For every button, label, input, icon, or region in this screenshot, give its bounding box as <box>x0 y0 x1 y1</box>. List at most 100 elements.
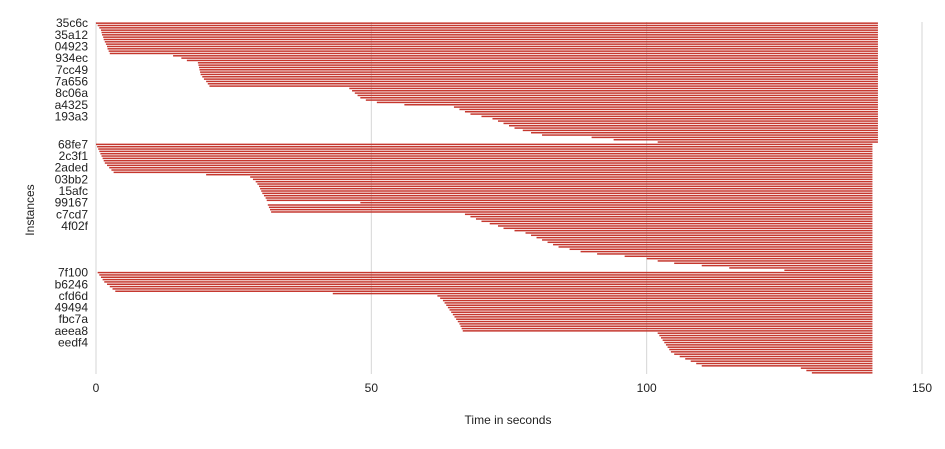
bar <box>198 64 878 66</box>
bar <box>657 260 873 262</box>
y-tick-label: 99167 <box>55 196 89 210</box>
bar <box>99 150 873 153</box>
bar <box>207 83 878 85</box>
bar <box>646 257 873 260</box>
bar <box>459 108 878 111</box>
y-tick-label: c7cd7 <box>56 207 88 221</box>
bar <box>100 29 878 31</box>
bar <box>111 169 873 171</box>
y-tick-label: 35a12 <box>55 28 89 42</box>
bar <box>96 22 878 24</box>
y-tick-label: 4f02f <box>61 219 88 233</box>
bar <box>332 292 873 295</box>
bar <box>360 97 878 99</box>
bar <box>97 145 873 148</box>
bar <box>197 62 878 64</box>
bar <box>464 213 873 216</box>
bars <box>96 22 878 374</box>
bar <box>674 353 873 355</box>
bar <box>525 232 873 234</box>
bar <box>113 171 873 174</box>
bar <box>701 264 873 267</box>
bar <box>260 187 873 190</box>
y-tick-label: a4325 <box>55 98 89 112</box>
y-tick-label: 04923 <box>55 39 89 53</box>
bar <box>674 262 873 265</box>
y-tick-label: b6246 <box>55 277 89 291</box>
bar <box>503 122 878 125</box>
y-tick-label: 49494 <box>55 301 89 315</box>
bar <box>103 36 878 38</box>
bar <box>514 127 878 129</box>
bar <box>98 148 873 150</box>
bar <box>553 243 873 246</box>
bar <box>662 339 873 341</box>
y-tick-label: 7cc49 <box>56 63 88 77</box>
y-tick-label: 7a656 <box>55 74 89 88</box>
bar <box>262 192 873 195</box>
bar <box>664 341 873 344</box>
bar <box>105 43 878 45</box>
bar <box>206 80 878 83</box>
bar <box>104 162 873 164</box>
bar <box>96 143 873 146</box>
bar <box>497 225 873 227</box>
bar <box>100 276 873 279</box>
bar <box>679 355 873 358</box>
x-tick-label: 150 <box>912 381 932 395</box>
bar <box>503 227 873 230</box>
bar <box>459 323 873 325</box>
bar <box>536 236 873 239</box>
bar <box>461 327 873 330</box>
bar <box>481 220 873 223</box>
y-tick-label: 7f100 <box>58 266 88 280</box>
bar <box>202 76 878 78</box>
bar <box>442 299 873 302</box>
bar <box>547 241 873 244</box>
bar <box>102 34 878 36</box>
bar <box>670 351 873 353</box>
bar <box>667 346 873 348</box>
bar <box>665 344 873 346</box>
bar <box>206 173 873 176</box>
x-tick-label: 100 <box>637 381 657 395</box>
bar <box>597 253 873 255</box>
bar <box>558 246 873 248</box>
bar <box>108 50 878 52</box>
bar <box>492 117 878 120</box>
bar <box>542 239 873 241</box>
bar <box>376 101 878 104</box>
bar <box>102 278 873 281</box>
bar <box>542 134 878 136</box>
y-tick-label: 03bb2 <box>55 172 89 186</box>
bar <box>624 255 873 258</box>
bar <box>437 295 873 297</box>
bar <box>270 208 873 211</box>
bar <box>352 90 878 92</box>
y-tick-label: 8c06a <box>55 86 88 100</box>
bar <box>107 45 878 48</box>
bar <box>452 313 873 316</box>
bar <box>696 362 873 365</box>
bar <box>101 31 878 34</box>
bar <box>203 78 878 80</box>
x-tick-labels: 0 50 100 150 <box>93 381 933 395</box>
bar <box>613 138 878 141</box>
bar <box>449 309 873 311</box>
bar <box>475 218 873 220</box>
bar <box>531 234 873 237</box>
bar <box>481 115 878 118</box>
bar <box>97 271 873 274</box>
bar <box>497 120 878 122</box>
y-tick-label: fbc7a <box>59 312 89 326</box>
bar <box>729 267 873 269</box>
bar <box>453 106 878 108</box>
bar <box>800 367 873 369</box>
bar <box>470 113 878 115</box>
bar <box>659 334 873 337</box>
y-tick-label: 2c3f1 <box>59 149 89 163</box>
bar <box>250 176 873 178</box>
bar <box>107 48 878 50</box>
bar <box>267 204 873 206</box>
